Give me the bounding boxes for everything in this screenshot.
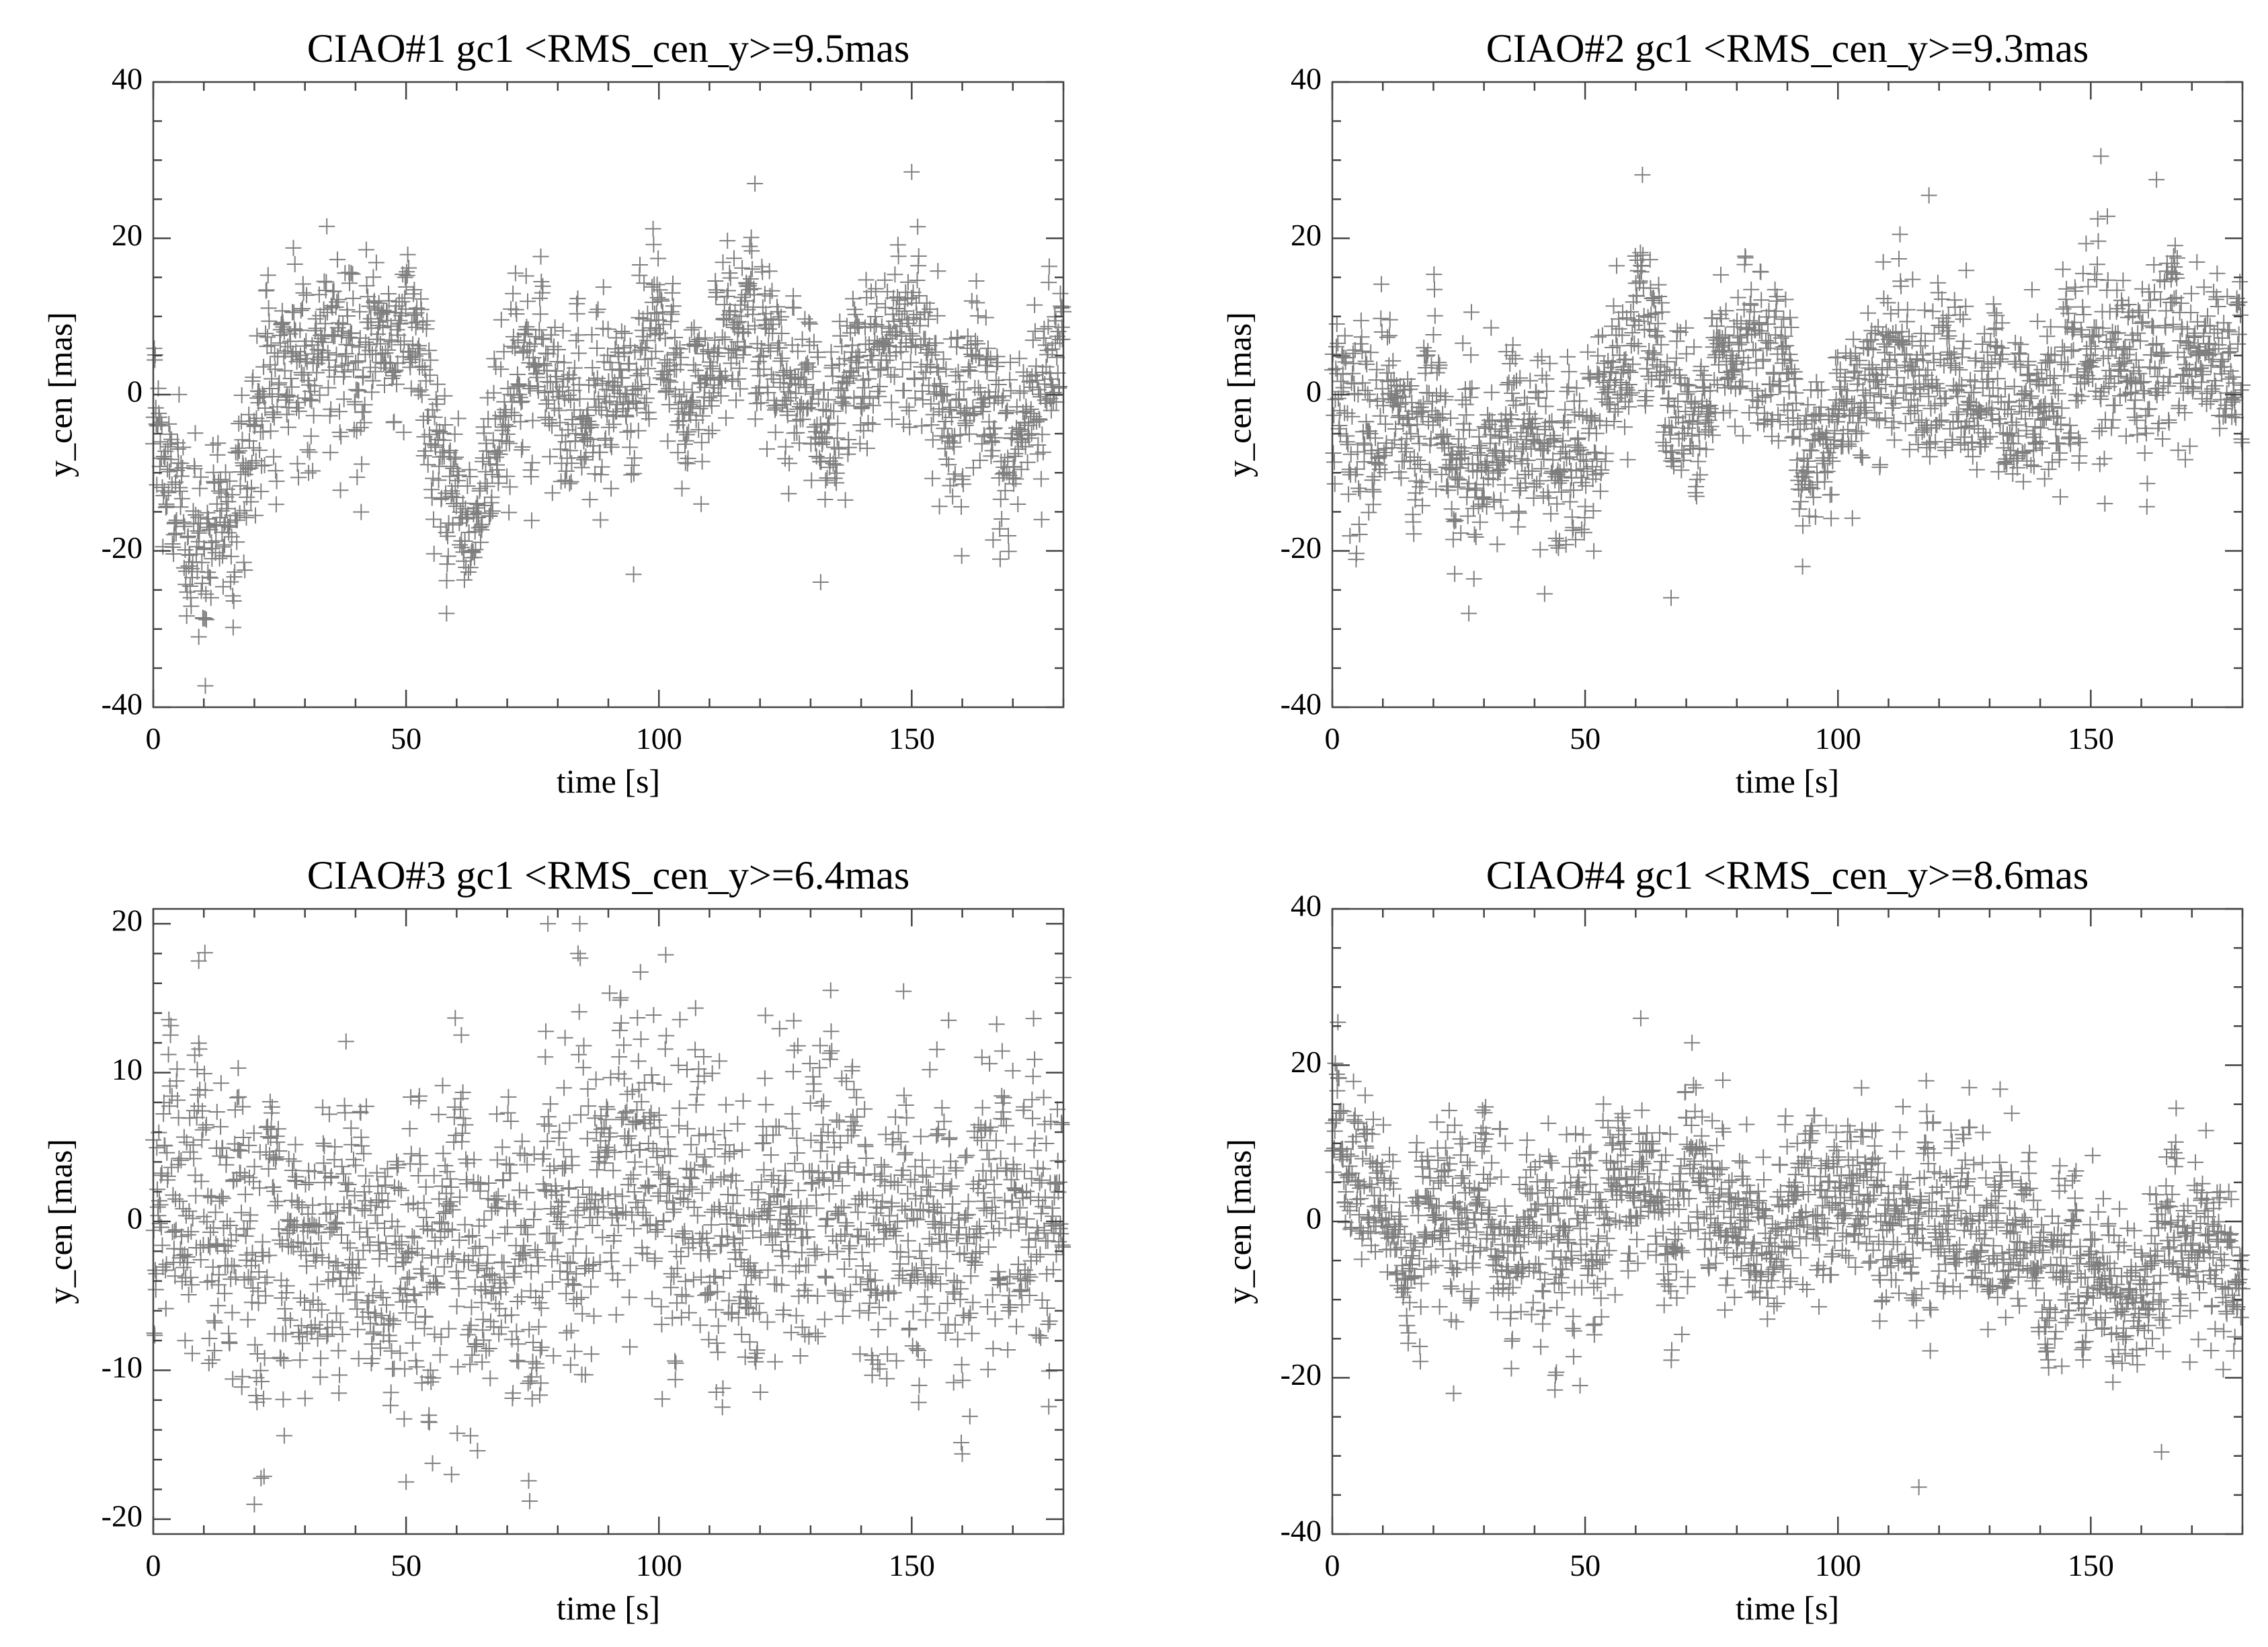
chart-panel-ciao3: CIAO#3 gc1 <RMS_cen_y>=6.4mas time [s] y… [41, 853, 1071, 1627]
scatter-series [145, 163, 1071, 694]
chart-title: CIAO#3 gc1 <RMS_cen_y>=6.4mas [307, 853, 909, 897]
x-axis-label: time [s] [557, 1589, 660, 1627]
x-tick-label: 0 [1325, 1548, 1340, 1582]
x-axis-label: time [s] [1736, 762, 1839, 800]
y-tick-label: -40 [1281, 687, 1322, 721]
y-axis-label: y_cen [mas] [41, 312, 79, 477]
x-tick-label: 50 [391, 1548, 421, 1582]
x-tick-label: 0 [1325, 721, 1340, 756]
chart-panel-ciao4: CIAO#4 gc1 <RMS_cen_y>=8.6mas time [s] y… [1220, 853, 2251, 1627]
plot-frame [152, 908, 1065, 1535]
axes: 0 50 100 150 -40 -20 0 20 40 [102, 62, 1065, 756]
x-tick-label: 100 [636, 721, 682, 756]
y-axis-label: y_cen [mas] [1220, 312, 1258, 477]
x-tick-label: 50 [391, 721, 421, 756]
y-tick-label: 0 [1306, 374, 1322, 409]
x-axis-label: time [s] [557, 762, 660, 800]
x-tick-label: 50 [1570, 721, 1601, 756]
scatter-series [1324, 148, 2251, 622]
x-tick-label: 150 [889, 721, 935, 756]
x-tick-label: 100 [636, 1548, 682, 1582]
x-tick-label: 100 [1815, 721, 1861, 756]
y-tick-label: 20 [1291, 1045, 1322, 1079]
x-tick-label: 150 [2068, 1548, 2114, 1582]
plot-frame [152, 81, 1065, 709]
x-axis-label: time [s] [1736, 1589, 1839, 1627]
x-tick-label: 150 [889, 1548, 935, 1582]
scatter-points [145, 916, 1071, 1513]
x-tick-label: 0 [146, 1548, 161, 1582]
y-tick-label: -20 [1281, 1357, 1322, 1392]
y-tick-label: 0 [127, 1201, 143, 1236]
scatter-points [1324, 148, 2251, 622]
y-tick-label: 20 [112, 903, 143, 938]
chart-panel-ciao2: CIAO#2 gc1 <RMS_cen_y>=9.3mas time [s] y… [1220, 26, 2251, 800]
axes: 0 50 100 150 -40 -20 0 20 40 [1281, 62, 2244, 756]
y-tick-label: 40 [1291, 62, 1322, 96]
x-tick-label: 50 [1570, 1548, 1601, 1582]
chart-panel-ciao1: CIAO#1 gc1 <RMS_cen_y>=9.5mas time [s] y… [41, 26, 1071, 800]
plot-frame [1331, 908, 2244, 1535]
chart-title: CIAO#2 gc1 <RMS_cen_y>=9.3mas [1486, 26, 2089, 71]
scatter-series [145, 916, 1071, 1513]
y-tick-label: 40 [112, 62, 143, 96]
scatter-points [1324, 1010, 2251, 1496]
x-tick-label: 150 [2068, 721, 2114, 756]
y-tick-label: 20 [112, 218, 143, 252]
y-tick-label: 0 [127, 374, 143, 409]
x-tick-label: 100 [1815, 1548, 1861, 1582]
y-axis-label: y_cen [mas] [41, 1139, 79, 1304]
y-axis-label: y_cen [mas] [1220, 1139, 1258, 1304]
plot-frame [1331, 81, 2244, 709]
scatter-series [1324, 1010, 2251, 1496]
y-tick-label: 40 [1291, 889, 1322, 923]
y-tick-label: -20 [102, 530, 143, 565]
y-tick-label: -20 [102, 1498, 143, 1533]
y-tick-label: 10 [112, 1052, 143, 1086]
y-tick-label: -40 [102, 687, 143, 721]
x-tick-label: 0 [146, 721, 161, 756]
y-tick-label: 0 [1306, 1201, 1322, 1236]
y-tick-label: -20 [1281, 530, 1322, 565]
chart-title: CIAO#4 gc1 <RMS_cen_y>=8.6mas [1486, 853, 2089, 897]
y-tick-label: -40 [1281, 1514, 1322, 1548]
scatter-points [145, 163, 1071, 694]
y-tick-label: -10 [102, 1350, 143, 1384]
y-tick-label: 20 [1291, 218, 1322, 252]
chart-title: CIAO#1 gc1 <RMS_cen_y>=9.5mas [307, 26, 909, 71]
